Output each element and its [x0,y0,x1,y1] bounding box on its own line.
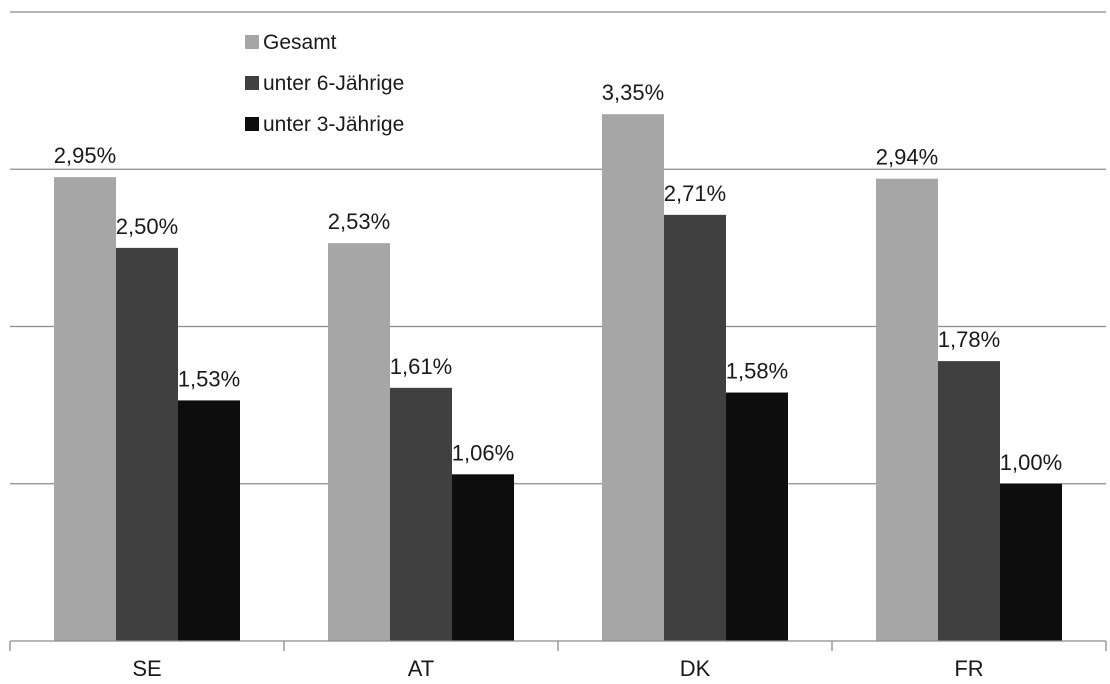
data-label: 1,78% [938,327,1000,352]
data-label: 1,53% [178,366,240,391]
data-label: 3,35% [602,80,664,105]
x-axis [9,640,1107,651]
bar-se-series-3 [178,400,240,641]
legend-swatch-2 [245,76,259,90]
category-label-se: SE [132,656,161,681]
legend-label-2: unter 6-Jährige [263,72,404,95]
data-label: 2,50% [116,214,178,239]
data-label: 2,94% [876,145,938,170]
bar-at-series-2 [390,387,452,641]
bar-at-series-1 [328,243,390,641]
bar-dk-series-1 [602,114,664,641]
bar-at-series-3 [452,474,514,641]
legend-swatch-3 [245,117,259,131]
legend-label-3: unter 3-Jährige [263,113,404,136]
bar-fr-series-3 [1000,483,1062,641]
legend-label-1: Gesamt [263,31,337,54]
bars [54,114,1062,642]
bar-dk-series-2 [664,214,726,642]
bar-dk-series-3 [726,392,788,641]
category-label-at: AT [408,656,434,681]
data-label: 1,00% [1000,450,1062,475]
data-label: 1,58% [726,359,788,384]
category-label-fr: FR [954,656,983,681]
legend: Gesamt unter 6-Jährige unter 3-Jährige [245,31,404,136]
bar-fr-series-1 [876,178,938,641]
category-label-dk: DK [680,656,711,681]
legend-swatch-1 [245,35,259,49]
category-labels: SE AT DK FR [132,656,983,681]
data-label: 2,95% [54,143,116,168]
data-labels: 2,95% 2,53% 3,35% 2,94% 2,50% 1,61% 2,71% 1,78%… [54,80,1062,475]
data-label: 1,61% [390,354,452,379]
data-label: 2,53% [328,209,390,234]
data-label: 2,71% [664,181,726,206]
bar-se-series-1 [54,177,116,642]
bar-fr-series-2 [938,361,1000,641]
bar-se-series-2 [116,247,178,641]
data-label: 1,06% [452,440,514,465]
